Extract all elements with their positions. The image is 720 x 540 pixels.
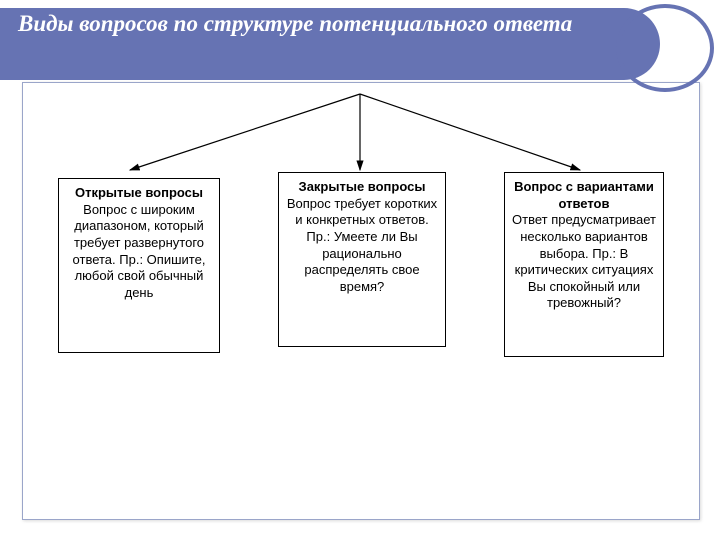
box-open: Открытые вопросыВопрос с широким диапазо… xyxy=(58,178,220,353)
box-heading: Открытые вопросы xyxy=(65,185,213,202)
box-body: Ответ предусматривает несколько варианто… xyxy=(511,212,657,312)
box-body: Вопрос требует коротких и конкретных отв… xyxy=(285,196,439,296)
box-body: Вопрос с широким диапазоном, который тре… xyxy=(65,202,213,302)
box-closed: Закрытые вопросыВопрос требует коротких … xyxy=(278,172,446,347)
title-ring-shape xyxy=(616,4,714,92)
box-heading: Закрытые вопросы xyxy=(285,179,439,196)
box-heading: Вопрос с вариантами ответов xyxy=(511,179,657,212)
slide-title: Виды вопросов по структуре потенциальног… xyxy=(18,10,618,39)
box-multi: Вопрос с вариантами ответовОтвет предусм… xyxy=(504,172,664,357)
